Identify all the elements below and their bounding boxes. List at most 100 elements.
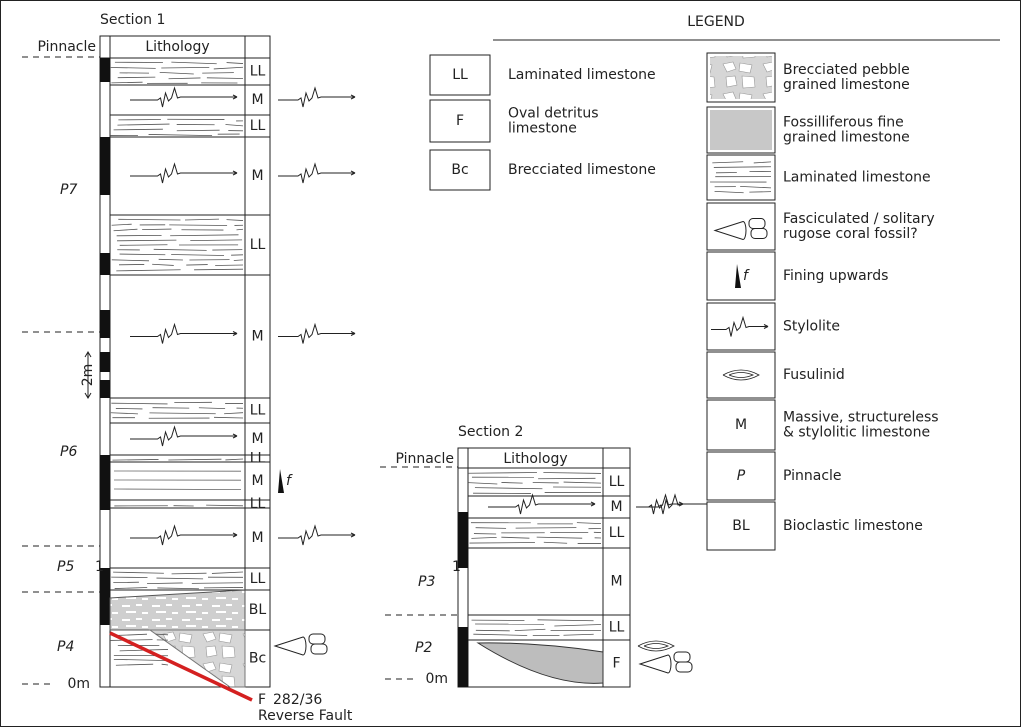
lamina [207, 78, 243, 79]
lamina [538, 620, 594, 621]
unit-code: LL [609, 620, 625, 636]
unit-code: M [251, 329, 263, 345]
lamina [111, 67, 156, 68]
section-title: Section 2 [458, 424, 523, 440]
fault-orientation: 282/36 [273, 692, 322, 708]
lamina [115, 588, 148, 589]
lamina [117, 240, 176, 241]
unit-code: M [251, 530, 263, 546]
legend-code: M [735, 417, 747, 433]
coral [311, 644, 327, 654]
lamina [171, 62, 216, 64]
lamina [112, 224, 132, 225]
header-lithology: Lithology [145, 39, 209, 55]
lamina [214, 417, 243, 418]
lamina [469, 542, 534, 543]
lamina [186, 265, 207, 266]
lamina [199, 408, 225, 409]
fusulinid [638, 641, 674, 651]
lamina [475, 488, 542, 489]
legend-text: & stylolitic limestone [783, 425, 930, 441]
lamina [156, 578, 203, 579]
coral [751, 229, 767, 239]
pinnacle-label: P2 [415, 640, 432, 656]
coral [674, 652, 690, 662]
lamina [544, 542, 567, 543]
unit-code: LL [250, 451, 266, 467]
lamina [564, 634, 594, 635]
lamina [177, 130, 220, 131]
legend-text: Fusulinid [783, 367, 845, 383]
stylolite [488, 495, 595, 514]
legend-code: P [737, 468, 746, 484]
pinnacle-label: P4 [57, 639, 74, 655]
coral [275, 637, 306, 655]
legend-text: Fasciculated / solitary [783, 211, 935, 227]
stylolite [130, 526, 237, 545]
unit-code: LL [250, 403, 266, 419]
lamina [120, 245, 168, 246]
lamina [214, 67, 243, 69]
stylolite [130, 164, 237, 183]
section-title: Section 1 [100, 12, 165, 28]
legend-text: Fining upwards [783, 268, 888, 284]
stylolite [130, 325, 237, 344]
fossil-swatch [710, 110, 772, 150]
lamina [116, 270, 180, 271]
fault-type: Reverse Fault [258, 708, 353, 724]
lamina [149, 134, 212, 135]
legend-text: Stylolite [783, 319, 840, 335]
lamina [516, 528, 577, 529]
scale-2m: 2m [80, 364, 96, 387]
unit-code: LL [250, 571, 266, 587]
fining-label: f [286, 473, 293, 489]
header-pinnacle: Pinnacle [395, 451, 454, 467]
lamina [234, 260, 243, 261]
legend-text: limestone [508, 121, 577, 137]
lamina [185, 219, 219, 220]
scale-segment [458, 627, 468, 687]
lamina [161, 67, 209, 68]
pinnacle-label: P5 [57, 559, 74, 575]
lamina [227, 220, 243, 221]
lamina [206, 505, 243, 506]
stylolite [278, 325, 355, 344]
lamina [114, 489, 241, 490]
unit-code: LL [250, 118, 266, 134]
scale-0m: 0m [425, 671, 448, 687]
lamina [120, 254, 166, 255]
legend-code: BL [732, 518, 750, 534]
lamina [227, 63, 243, 64]
legend-text: Laminated limestone [783, 170, 931, 186]
unit-code: M [610, 574, 622, 590]
lamina [194, 269, 243, 270]
scale-1m: 1 [95, 559, 104, 575]
lamina [577, 523, 601, 524]
lamina [171, 254, 224, 255]
lamina [114, 129, 163, 130]
lamina [118, 77, 156, 78]
legend-text: grained limestone [783, 77, 910, 93]
legend-text: Pinnacle [783, 468, 842, 484]
fining-symbol [278, 469, 284, 493]
scale-segment [100, 137, 110, 195]
lamina [192, 583, 243, 584]
lamina [111, 82, 142, 83]
lamina [112, 459, 158, 460]
unit-code: M [251, 168, 263, 184]
legend-text: rugose coral fossil? [783, 226, 918, 242]
scale-segment [100, 58, 110, 82]
coral [749, 219, 765, 229]
stylolite [130, 427, 237, 446]
legend-text: Laminated limestone [508, 67, 656, 83]
legend-text: Massive, structureless [783, 410, 939, 426]
lamina [159, 259, 183, 260]
lamina [501, 537, 529, 538]
unit-code: Bc [249, 651, 266, 667]
unit-code: BL [249, 602, 267, 618]
legend-code: F [456, 113, 464, 129]
scale-0m: 0m [67, 676, 90, 692]
pinnacle-label: P3 [418, 574, 435, 590]
lamina [152, 264, 174, 265]
lamina [537, 537, 583, 538]
